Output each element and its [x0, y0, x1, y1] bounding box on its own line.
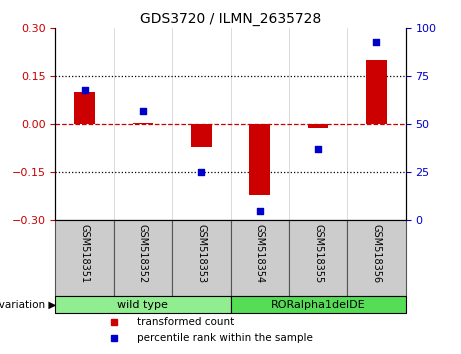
- Text: percentile rank within the sample: percentile rank within the sample: [137, 333, 313, 343]
- Bar: [230, 296, 406, 313]
- Bar: [191, 124, 212, 147]
- Bar: [347, 221, 406, 296]
- Point: [139, 108, 147, 114]
- Title: GDS3720 / ILMN_2635728: GDS3720 / ILMN_2635728: [140, 12, 321, 26]
- Text: GSM518352: GSM518352: [138, 224, 148, 284]
- Point: [373, 39, 380, 45]
- Bar: [55, 221, 114, 296]
- Text: GSM518356: GSM518356: [372, 224, 382, 284]
- Text: GSM518355: GSM518355: [313, 224, 323, 284]
- Bar: [133, 123, 153, 124]
- Point: [81, 87, 88, 93]
- Text: GSM518353: GSM518353: [196, 224, 207, 284]
- Bar: [308, 124, 328, 127]
- Bar: [366, 60, 387, 124]
- Bar: [249, 124, 270, 195]
- Text: RORalpha1delDE: RORalpha1delDE: [271, 300, 366, 310]
- Bar: [230, 221, 289, 296]
- Bar: [114, 221, 172, 296]
- Bar: [55, 296, 230, 313]
- Point: [256, 208, 263, 214]
- Text: GSM518354: GSM518354: [254, 224, 265, 284]
- Bar: [172, 221, 230, 296]
- Text: wild type: wild type: [118, 300, 168, 310]
- Bar: [74, 92, 95, 124]
- Text: genotype/variation ▶: genotype/variation ▶: [0, 300, 56, 310]
- Point: [198, 170, 205, 175]
- Text: GSM518351: GSM518351: [79, 224, 89, 284]
- Bar: [289, 221, 347, 296]
- Point: [314, 147, 322, 152]
- Text: transformed count: transformed count: [137, 316, 234, 327]
